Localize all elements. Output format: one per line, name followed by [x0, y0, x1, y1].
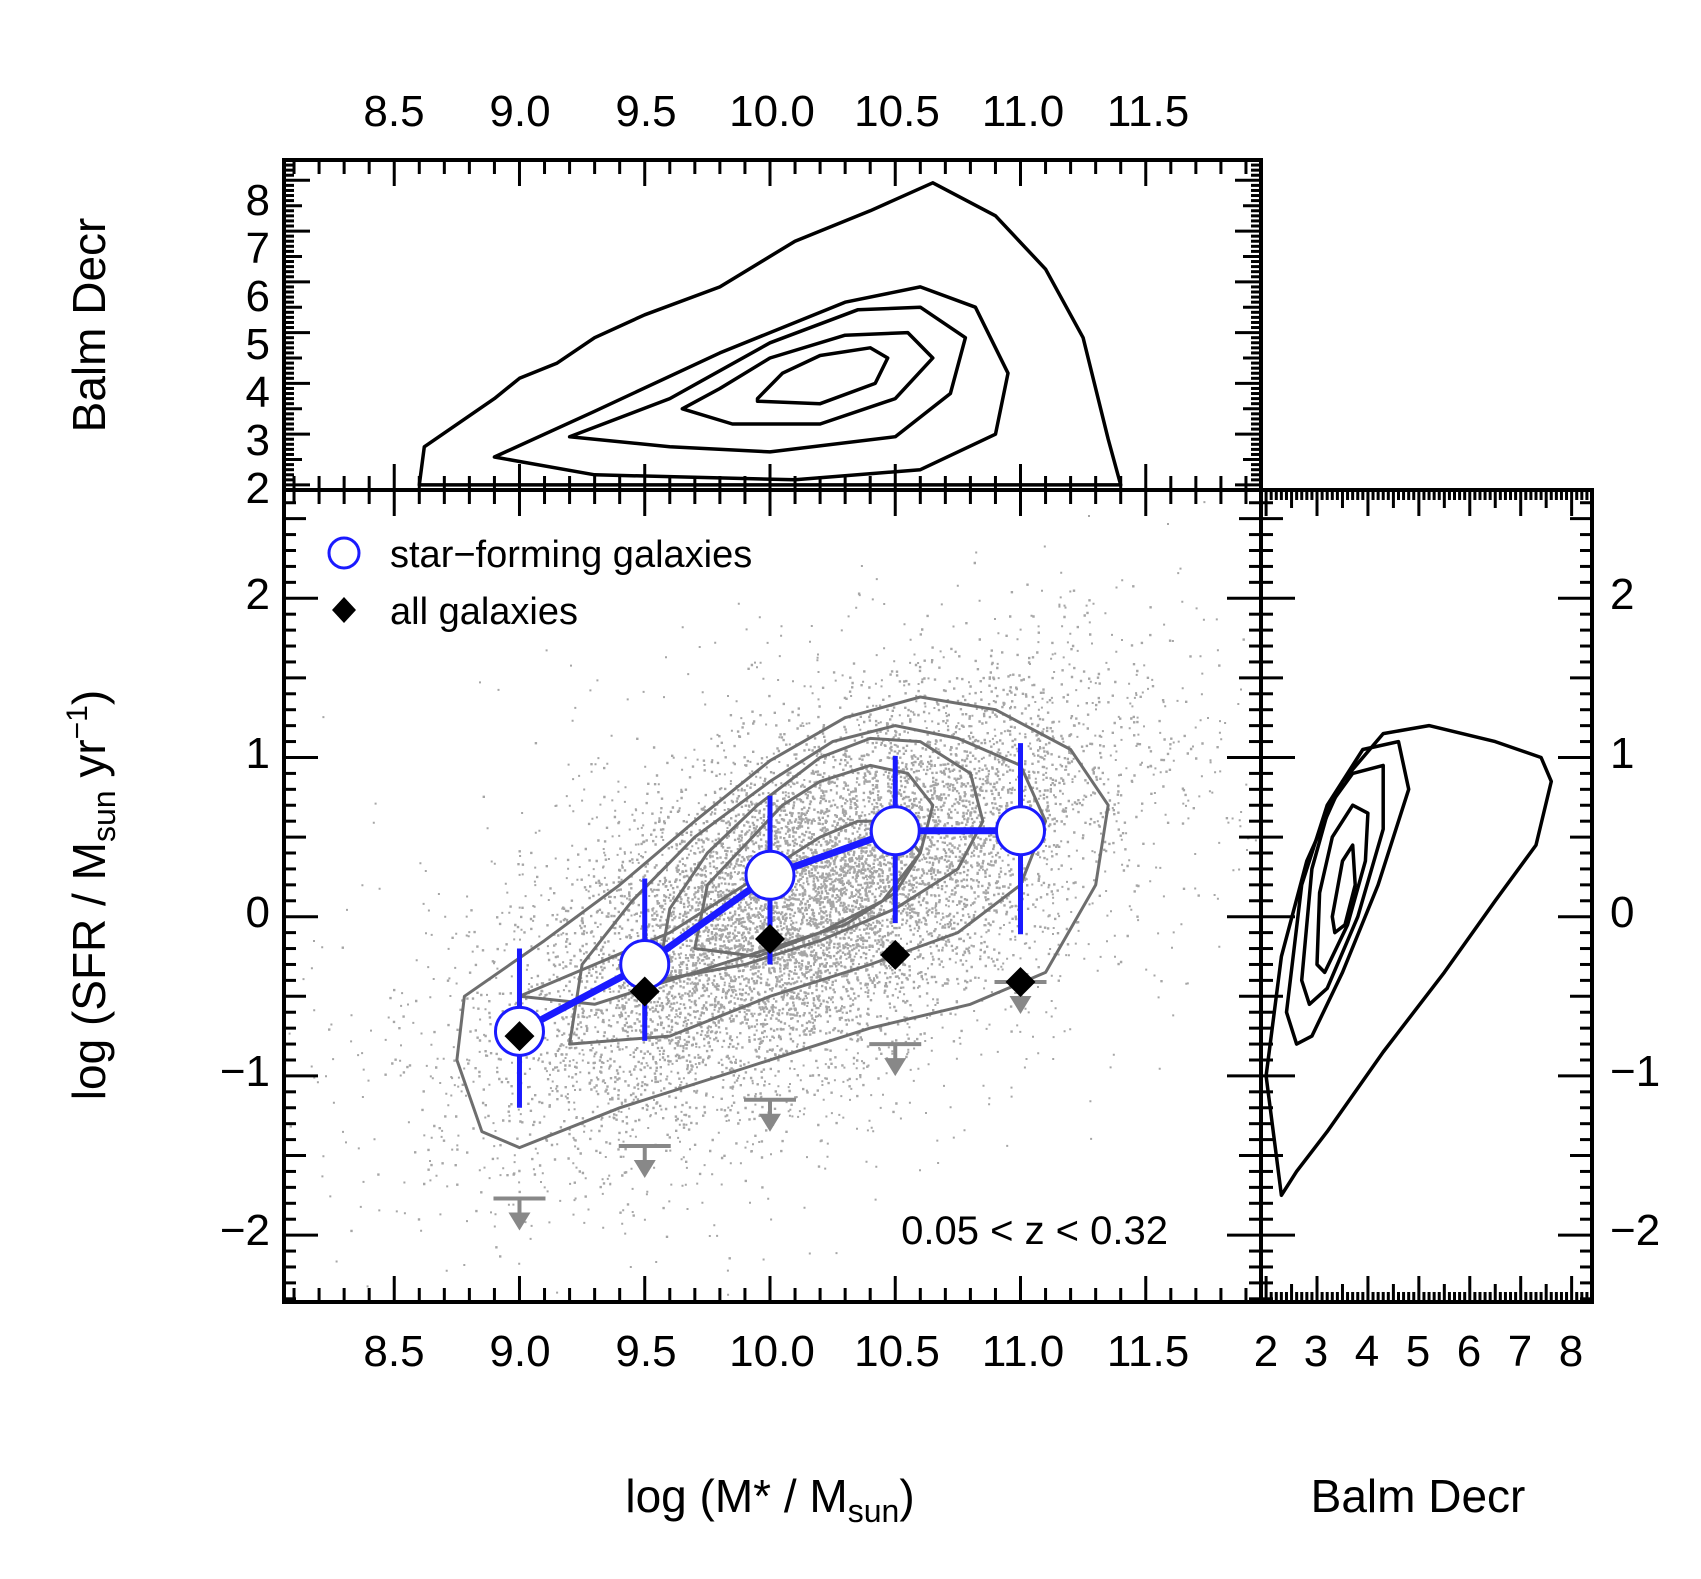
- main-x-tick-label: 10.0: [729, 1327, 815, 1376]
- main-contour-3: [655, 736, 985, 982]
- top-y-tick-label: 8: [246, 176, 270, 225]
- top-x-tick-label: 10.5: [854, 87, 940, 136]
- upper-limit-arrowhead: [633, 1159, 656, 1178]
- top-x-tick-label: 8.5: [363, 87, 424, 136]
- main-x-tick-label: 11.5: [1107, 1327, 1189, 1376]
- right-density-contours: [1264, 723, 1554, 1198]
- top-y-tick-label: 5: [246, 320, 270, 369]
- right-panel-border: [1259, 488, 1594, 1304]
- right-x-axis-title: Balm Decr: [1311, 1470, 1526, 1522]
- legend-label-all-galaxies: all galaxies: [390, 591, 578, 633]
- median-series: [493, 743, 1047, 1108]
- upper-limit-arrowhead: [1009, 995, 1032, 1014]
- main-y-axis-title: log (SFR / Msun yr−1): [61, 690, 122, 1100]
- top-x-tick-labels: 8.5 9.0 9.5 10.0 10.5 11.0 11.5: [363, 87, 1189, 136]
- redshift-range-annotation: 0.05 < z < 0.32: [901, 1209, 1168, 1253]
- main-y-tick-label: −1: [220, 1047, 270, 1096]
- upper-limit-arrowhead: [758, 1113, 781, 1132]
- right-y-tick-labels: −2 −1 0 1 2: [1610, 570, 1660, 1255]
- all-galaxies-point: [504, 1021, 535, 1052]
- top-x-tick-label: 9.5: [615, 87, 676, 136]
- right-y-tick-label: 0: [1610, 888, 1634, 937]
- right-x-tick-label: 4: [1355, 1327, 1379, 1376]
- top-x-tick-label: 10.0: [729, 87, 815, 136]
- upper-limit-marker: [743, 1097, 796, 1132]
- right-x-tick-label: 8: [1559, 1327, 1583, 1376]
- right-y-tick-label: −2: [1610, 1206, 1660, 1255]
- right-y-tick-label: 2: [1610, 570, 1634, 619]
- right-contour-2: [1315, 803, 1370, 975]
- right-x-tick-label: 6: [1457, 1327, 1481, 1376]
- right-x-tick-label: 5: [1406, 1327, 1430, 1376]
- legend: star−forming galaxies all galaxies: [327, 534, 752, 633]
- legend-diamond-marker: [332, 597, 356, 623]
- right-x-tick-label: 2: [1254, 1327, 1278, 1376]
- top-x-tick-label: 11.5: [1107, 87, 1189, 136]
- main-x-tick-label: 10.5: [854, 1327, 940, 1376]
- top-x-tick-label: 11.0: [982, 87, 1064, 136]
- right-contour-3: [1299, 763, 1385, 1007]
- top-contour-4: [492, 285, 1010, 482]
- main-y-tick-labels: −2 −1 0 1 2: [220, 570, 270, 1255]
- upper-limit-marker: [869, 1042, 922, 1077]
- right-contour-1: [1330, 843, 1357, 935]
- top-density-contours: [417, 181, 1123, 487]
- star-forming-point: [744, 849, 796, 901]
- star-forming-point: [995, 805, 1047, 857]
- legend-label-star-forming: star−forming galaxies: [390, 534, 752, 576]
- main-y-tick-label: 1: [246, 729, 270, 778]
- upper-limit-marker: [493, 1196, 546, 1231]
- main-y-tick-label: −2: [220, 1206, 270, 1255]
- top-y-tick-label: 4: [246, 368, 270, 417]
- main-y-tick-label: 2: [246, 570, 270, 619]
- all-galaxies-point: [1005, 966, 1036, 997]
- main-x-tick-labels: 8.5 9.0 9.5 10.0 10.5 11.0 11.5: [363, 1327, 1189, 1376]
- right-x-tick-label: 7: [1508, 1327, 1532, 1376]
- all-galaxies-point: [629, 976, 660, 1007]
- upper-limit-marker: [618, 1143, 671, 1178]
- right-y-tick-label: 1: [1610, 729, 1634, 778]
- upper-limit-arrowhead: [884, 1058, 907, 1077]
- right-contour-5: [1264, 723, 1554, 1198]
- top-y-tick-labels: 2 3 4 5 6 7 8: [246, 176, 270, 513]
- right-x-tick-label: 3: [1304, 1327, 1328, 1376]
- main-contour-4: [568, 724, 1048, 1046]
- axis-ticks: [284, 160, 1592, 1302]
- main-x-axis-title: log (M* / Msun): [625, 1470, 914, 1529]
- top-y-axis-title: Balm Decr: [63, 218, 115, 433]
- main-x-tick-label: 8.5: [363, 1327, 424, 1376]
- top-contour-2: [680, 330, 935, 426]
- main-x-tick-label: 11.0: [982, 1327, 1064, 1376]
- right-x-tick-labels: 2 3 4 5 6 7 8: [1254, 1327, 1583, 1376]
- top-contour-5: [417, 181, 1123, 487]
- right-y-tick-label: −1: [1610, 1047, 1660, 1096]
- main-contour-2: [693, 763, 935, 958]
- upper-limit-markers: [493, 979, 1047, 1231]
- upper-limit-arrowhead: [508, 1212, 531, 1231]
- right-contour-4: [1284, 739, 1411, 1046]
- main-contour-5: [455, 695, 1110, 1150]
- star-forming-point: [869, 805, 921, 857]
- main-x-tick-label: 9.5: [615, 1327, 676, 1376]
- top-x-tick-label: 9.0: [489, 87, 550, 136]
- top-contour-3: [567, 305, 968, 454]
- main-x-tick-label: 9.0: [489, 1327, 550, 1376]
- main-y-tick-label: 0: [246, 888, 270, 937]
- top-y-tick-label: 3: [246, 416, 270, 465]
- all-galaxies-point: [880, 939, 911, 970]
- legend-open-circle-marker: [327, 536, 361, 570]
- all-galaxies-point: [754, 923, 785, 954]
- top-y-tick-label: 2: [246, 464, 270, 513]
- top-y-tick-label: 6: [246, 272, 270, 321]
- top-y-tick-label: 7: [246, 224, 270, 273]
- top-contour-1: [755, 346, 890, 406]
